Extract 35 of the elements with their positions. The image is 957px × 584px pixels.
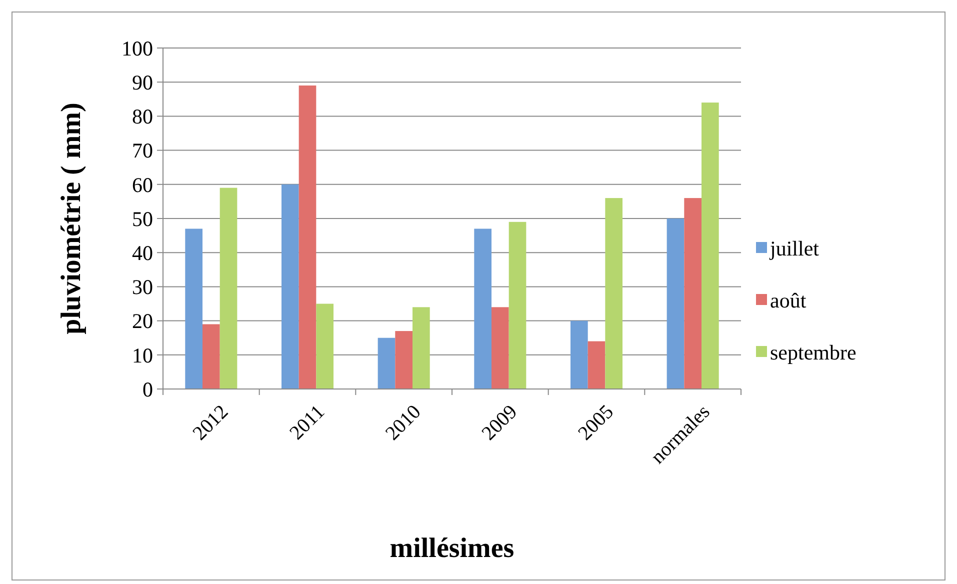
bar [684, 198, 702, 389]
y-tick-label: 40 [132, 240, 153, 265]
bar [412, 307, 430, 389]
y-tick-label: 20 [132, 309, 153, 334]
bar [316, 304, 334, 389]
bar [220, 188, 238, 389]
bar [605, 198, 623, 389]
y-tick-label: 80 [132, 104, 153, 129]
bar [378, 338, 396, 389]
bar [281, 184, 299, 389]
bar [474, 228, 492, 389]
y-tick-label: 100 [122, 36, 153, 60]
y-axis-title: pluviométrie ( mm) [56, 102, 87, 334]
bar [666, 218, 684, 389]
bar [508, 222, 526, 389]
x-tick-label: 2011 [286, 400, 329, 444]
bar [202, 324, 220, 389]
y-tick-label: 90 [132, 70, 153, 94]
y-tick-label: 0 [142, 377, 153, 402]
x-axis-title: millésimes [390, 533, 514, 564]
legend-label: août [770, 288, 806, 312]
bar [491, 307, 509, 389]
legend-label: septembre [770, 340, 856, 364]
bar [298, 86, 316, 389]
bar [588, 341, 606, 389]
bar [570, 320, 588, 389]
bar [702, 102, 719, 389]
y-tick-label: 60 [132, 172, 153, 197]
y-tick-label: 50 [132, 206, 153, 231]
y-tick-label: 70 [132, 138, 153, 163]
y-tick-label: 10 [132, 343, 153, 368]
bar [185, 228, 202, 389]
bar [395, 331, 413, 389]
legend-label: juillet [769, 236, 820, 260]
y-tick-label: 30 [132, 275, 153, 300]
